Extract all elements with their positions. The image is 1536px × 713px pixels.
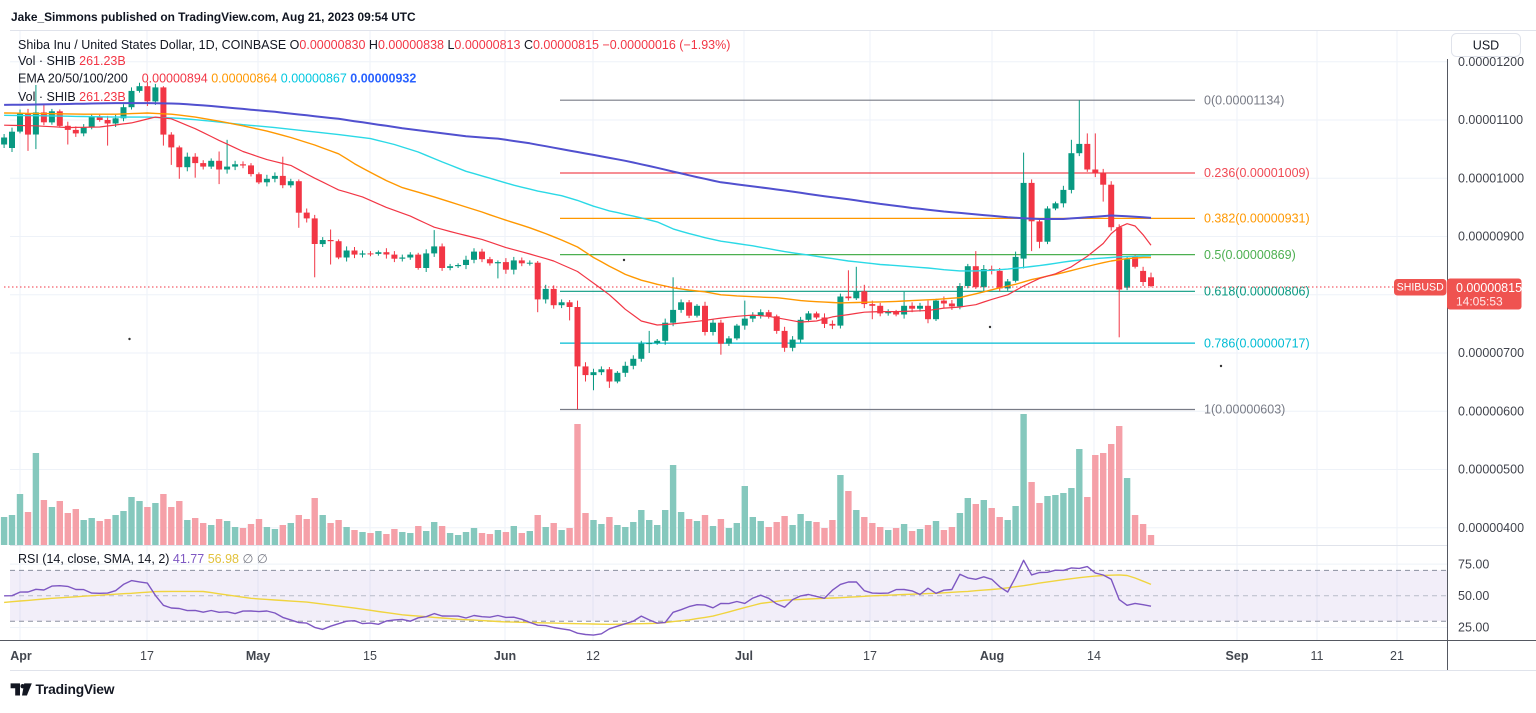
svg-text:17: 17 [140,649,154,663]
svg-text:RSI (14, close, SMA, 14, 2) 4: RSI (14, close, SMA, 14, 2) 41.77 56.98 … [18,552,268,566]
svg-text:11: 11 [1311,649,1324,663]
svg-text:Vol · SHIB 261.23B: Vol · SHIB 261.23B [18,54,126,68]
svg-text:0(0.00001134): 0(0.00001134) [1204,93,1284,107]
svg-text:Apr: Apr [10,649,32,663]
svg-text:0.00000500: 0.00000500 [1458,463,1524,477]
svg-text:Aug: Aug [980,649,1004,663]
svg-text:15: 15 [363,649,377,663]
svg-text:Vol · SHIB 261.23B: Vol · SHIB 261.23B [18,90,126,104]
svg-text:Jake_Simmons published on Trad: Jake_Simmons published on TradingView.co… [11,10,416,24]
svg-text:USD: USD [1473,39,1499,53]
svg-text:Jul: Jul [735,649,753,663]
svg-text:SHIBUSD: SHIBUSD [1397,282,1444,294]
svg-text:14:05:53: 14:05:53 [1456,295,1503,309]
svg-text:TradingView: TradingView [36,682,115,697]
svg-text:75.00: 75.00 [1458,557,1489,571]
svg-text:0.00000400: 0.00000400 [1458,521,1524,535]
svg-text:0.382(0.00000931): 0.382(0.00000931) [1204,212,1310,226]
svg-text:0.236(0.00001009): 0.236(0.00001009) [1204,166,1310,180]
svg-text:0.00000815: 0.00000815 [1456,281,1522,295]
svg-text:12: 12 [586,649,600,663]
svg-text:0.00000700: 0.00000700 [1458,346,1524,360]
svg-text:0.786(0.00000717): 0.786(0.00000717) [1204,336,1310,350]
svg-text:21: 21 [1390,649,1404,663]
svg-text:0.00001100: 0.00001100 [1458,113,1523,127]
svg-text:0.00000600: 0.00000600 [1458,404,1524,418]
svg-text:0.00001000: 0.00001000 [1458,171,1524,185]
svg-text:Shiba Inu / United States Doll: Shiba Inu / United States Dollar, 1D, CO… [18,38,730,52]
svg-text:Sep: Sep [1226,649,1249,663]
svg-text:50.00: 50.00 [1458,589,1489,603]
svg-text:14: 14 [1087,649,1101,663]
svg-text:0.618(0.00000806): 0.618(0.00000806) [1204,285,1310,299]
svg-text:0.00001200: 0.00001200 [1458,55,1524,69]
svg-text:Jun: Jun [494,649,516,663]
svg-text:May: May [246,649,270,663]
svg-text:0.00000900: 0.00000900 [1458,230,1524,244]
svg-text:17: 17 [863,649,877,663]
svg-text:EMA 20/50/100/200 0.0000089: EMA 20/50/100/200 0.00000894 0.00000864 … [18,72,416,86]
svg-text:25.00: 25.00 [1458,621,1489,635]
svg-text:1(0.00000603): 1(0.00000603) [1204,403,1285,417]
svg-text:0.5(0.00000869): 0.5(0.00000869) [1204,248,1296,262]
